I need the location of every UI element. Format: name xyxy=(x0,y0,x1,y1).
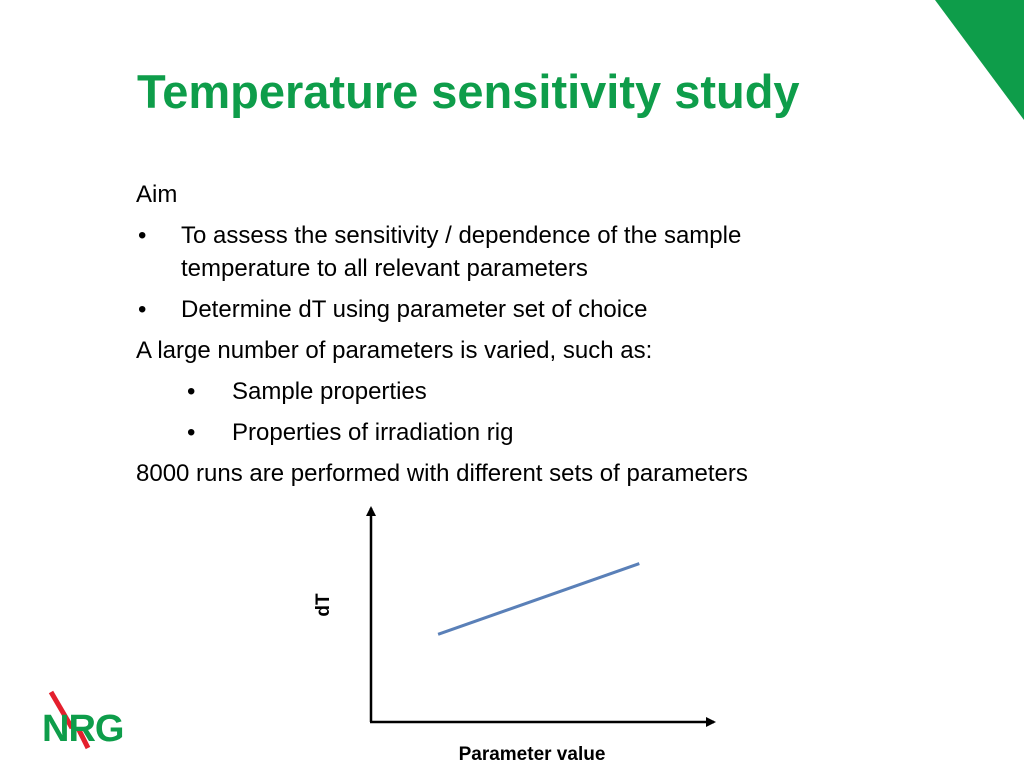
aim-bullet-1: • To assess the sensitivity / dependence… xyxy=(136,219,896,285)
nrg-logo-icon: NRG xyxy=(42,690,124,750)
varied-bullet-text: Properties of irradiation rig xyxy=(232,419,514,446)
varied-bullet-1: • Sample properties xyxy=(136,375,896,408)
aim-bullet-2: • Determine dT using parameter set of ch… xyxy=(136,293,896,326)
corner-triangle xyxy=(935,0,1024,120)
logo-red-tail xyxy=(75,726,91,750)
x-axis-label: Parameter value xyxy=(459,744,606,765)
logo-text: NRG xyxy=(42,708,123,750)
nrg-logo: NRG xyxy=(38,688,128,752)
aim-bullet-text: To assess the sensitivity / dependence o… xyxy=(181,222,742,282)
aim-bullet-text: Determine dT using parameter set of choi… xyxy=(181,296,648,323)
y-axis-label: dT xyxy=(313,593,334,617)
logo-red-stroke xyxy=(48,690,75,730)
varied-intro: A large number of parameters is varied, … xyxy=(136,337,653,364)
bullet-glyph: • xyxy=(187,378,196,405)
slide-title: Temperature sensitivity study xyxy=(137,65,800,118)
varied-bullet-text: Sample properties xyxy=(232,378,427,405)
slide-body: Aim • To assess the sensitivity / depend… xyxy=(136,178,896,490)
bullet-glyph: • xyxy=(187,419,196,446)
aim-heading: Aim xyxy=(136,181,178,208)
bullet-glyph: • xyxy=(138,296,147,323)
bullet-glyph: • xyxy=(138,222,147,249)
runs-text: 8000 runs are performed with different s… xyxy=(136,460,748,487)
corner-triangle-decoration xyxy=(935,0,1024,120)
series-line xyxy=(437,562,640,636)
varied-bullet-2: • Properties of irradiation rig xyxy=(136,416,896,449)
